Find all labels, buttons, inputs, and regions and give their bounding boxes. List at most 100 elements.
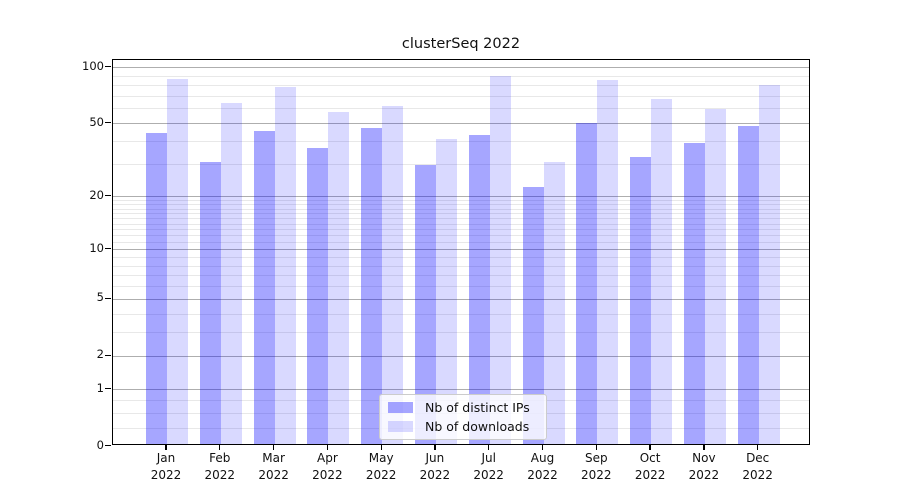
gridline-minor [113, 223, 809, 225]
gridline-minor [113, 256, 809, 258]
downloads-bar [167, 79, 188, 444]
ips-bar [307, 147, 329, 444]
gridline-minor [113, 164, 809, 165]
chart-title: clusterSeq 2022 [401, 36, 521, 52]
ips-bar [576, 122, 598, 444]
x-axis-tick-label: Jul 2022 [459, 450, 519, 484]
x-tick-year: 2022 [581, 468, 612, 482]
y-axis-tick-label: 1 [96, 380, 104, 395]
gridline-major [113, 355, 809, 357]
x-axis-tick-label: May 2022 [351, 450, 411, 484]
gridline-minor [113, 213, 809, 215]
ips-bar [683, 143, 705, 444]
x-tick-month: Nov [692, 451, 716, 465]
gridline-major [113, 298, 809, 300]
gridline-minor [113, 85, 809, 87]
x-axis-tick-mark [326, 445, 329, 450]
gridline-minor [113, 208, 809, 210]
gridline-minor [113, 218, 809, 220]
downloads-bar [220, 102, 242, 444]
x-tick-month: Apr [317, 451, 338, 465]
x-axis-tick-mark [272, 445, 275, 450]
x-tick-month: Jan [156, 451, 176, 465]
x-axis-tick-mark [380, 445, 382, 450]
x-axis-tick-mark [703, 445, 705, 450]
y-axis-tick-label: 50 [89, 114, 104, 129]
x-tick-month: Jun [425, 451, 445, 465]
downloads-bar [435, 139, 457, 444]
legend-label-downloads: Nb of downloads [425, 419, 530, 434]
x-axis-tick-label: Oct 2022 [620, 450, 680, 484]
x-tick-year: 2022 [742, 468, 773, 482]
ips-bar [146, 133, 167, 444]
x-tick-year: 2022 [365, 468, 397, 482]
gridline-minor [113, 229, 809, 231]
x-tick-year: 2022 [150, 468, 182, 482]
gridline-minor [113, 200, 809, 201]
legend-swatch-distinct-ips [388, 402, 413, 413]
x-tick-month: May [368, 451, 394, 465]
plot-area: Nb of distinct IPs Nb of downloads [112, 59, 810, 445]
downloads-bar [274, 87, 296, 444]
gridline-major [113, 196, 809, 197]
y-axis-tick-mark [105, 388, 111, 390]
x-axis-tick-label: Nov 2022 [674, 450, 734, 484]
x-axis-tick-label: Apr 2022 [297, 450, 357, 484]
ips-bar [468, 135, 490, 444]
downloads-bar [704, 109, 726, 444]
ips-bar [737, 126, 759, 444]
downloads-bar [597, 80, 619, 444]
x-tick-month: Oct [639, 451, 661, 465]
x-axis-tick-label: Aug 2022 [513, 450, 573, 484]
downloads-bar [651, 98, 673, 444]
x-axis-tick-mark [434, 445, 436, 450]
gridline-minor [113, 241, 809, 243]
x-tick-month: Dec [746, 451, 770, 465]
ips-bar [630, 156, 652, 444]
y-axis-tick-label: 100 [82, 58, 104, 73]
x-axis-tick-mark [488, 445, 490, 450]
y-axis-tick-mark [105, 445, 111, 447]
gridline-minor [113, 95, 809, 97]
gridline-major [113, 123, 809, 125]
x-tick-month: Sep [584, 451, 608, 465]
y-axis-tick-label: 0 [96, 437, 104, 452]
gridline-major [113, 249, 809, 251]
x-tick-year: 2022 [312, 468, 343, 482]
downloads-bar [489, 76, 511, 444]
gridline-minor [113, 332, 809, 334]
x-tick-month: Feb [209, 451, 231, 465]
x-tick-year: 2022 [473, 468, 504, 482]
y-axis-tick-mark [105, 195, 111, 197]
downloads-bar [382, 106, 404, 444]
gridline-minor [113, 75, 809, 77]
x-axis-tick-label: Sep 2022 [566, 450, 626, 484]
x-axis-tick-label: Jun 2022 [405, 450, 465, 484]
legend-item-downloads: Nb of downloads [388, 419, 538, 434]
gridline-minor [113, 275, 809, 277]
y-axis-tick-mark [105, 297, 111, 300]
gridline-minor [113, 286, 809, 288]
y-axis-tick-label: 10 [89, 240, 104, 255]
y-axis-tick-mark [105, 248, 111, 250]
y-axis-tick-label: 2 [96, 347, 104, 362]
x-axis-tick-mark [541, 445, 544, 450]
y-axis-tick-label: 20 [89, 187, 104, 202]
downloads-bar [328, 112, 350, 444]
x-axis-tick-mark [595, 445, 597, 450]
gridline-minor [113, 108, 809, 110]
legend-swatch-downloads [388, 421, 413, 432]
x-tick-year: 2022 [527, 468, 558, 482]
downloads-bar [543, 162, 565, 444]
x-tick-year: 2022 [204, 468, 236, 482]
ips-bar [199, 162, 221, 444]
x-axis-tick-mark [219, 445, 221, 450]
x-axis-tick-mark [757, 445, 759, 450]
y-axis-tick-label: 5 [96, 290, 104, 305]
x-tick-month: Aug [530, 451, 555, 465]
gridline-minor [113, 265, 809, 267]
ips-bar [522, 186, 544, 444]
legend: Nb of distinct IPs Nb of downloads [379, 394, 547, 440]
x-tick-month: Jul [481, 451, 496, 465]
